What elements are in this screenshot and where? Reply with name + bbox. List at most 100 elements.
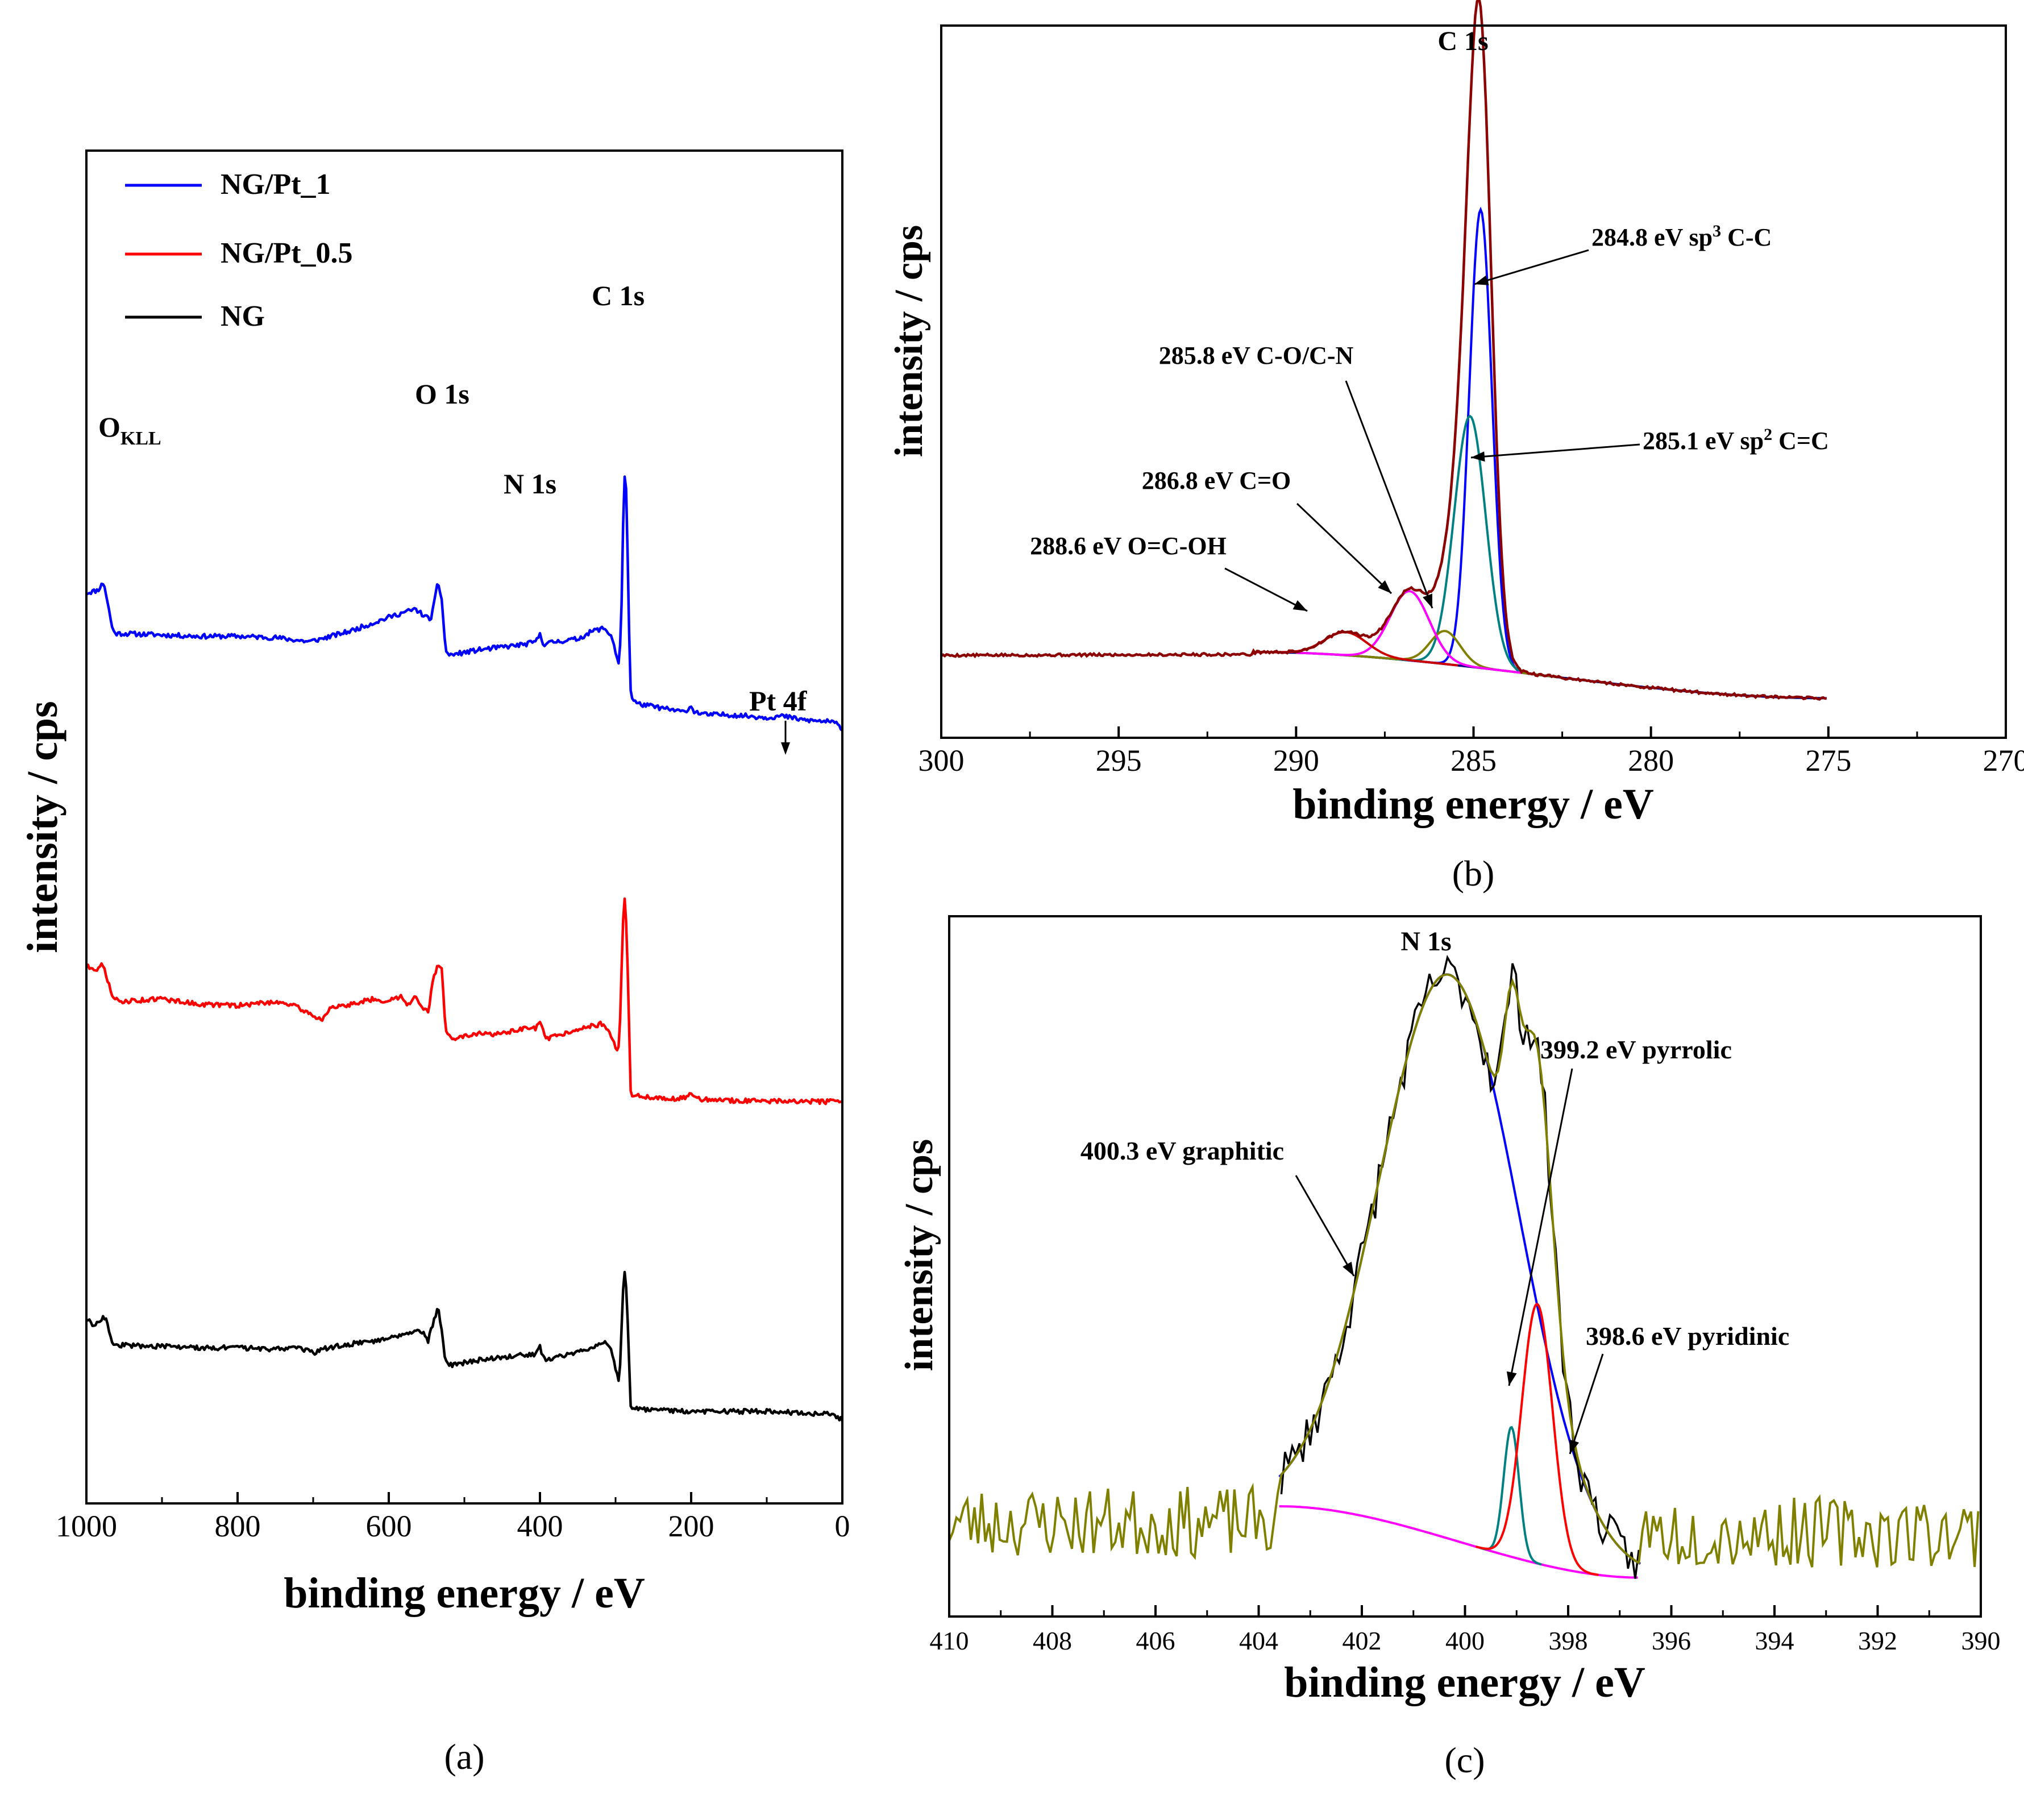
panel-b-ticks: 300 295 290 285 280 275 270 [919, 726, 2024, 778]
c1s-annotation-text: 288.6 eV O=C-OH [1030, 532, 1227, 560]
panel-b-x-tick-label: 275 [1805, 743, 1851, 778]
panel-b: 300 295 290 285 280 275 270 284.8 eV sp3 C-C28… [887, 0, 2024, 894]
panel-c-x-tick-label: 410 [930, 1626, 969, 1655]
c1s-annotation-text: C=C [1772, 427, 1829, 455]
panel-b-xlabel: binding energy / eV [1292, 780, 1654, 828]
panel-b-series-layer [940, 0, 1827, 701]
annotation-pt4f-arrow-head [781, 742, 790, 755]
panel-b-x-tick-label: 295 [1096, 743, 1142, 778]
panel-c-series-layer [948, 954, 1980, 1579]
c1s-envelope-line [940, 0, 1827, 701]
c1s-annotation-text: 285.8 eV C-O/C-N [1159, 342, 1354, 369]
c1s-annotation-arrow-head [1378, 580, 1391, 593]
n1s-annotation-arrow [1508, 1068, 1573, 1386]
survey-line-ng-pt-1 [86, 475, 843, 732]
survey-line-ng [86, 1270, 844, 1422]
c1s-annotation-arrow-head [1474, 275, 1489, 285]
c1s-annotation-label: 286.8 eV C=O [1142, 467, 1291, 495]
n1s-raw-data-line [1280, 954, 1640, 1579]
annotation-o1s: O 1s [415, 378, 469, 410]
c1s-annotation-text: 285.1 eV sp [1643, 427, 1764, 455]
panel-a-label: (a) [444, 1736, 484, 1777]
n1s-envelope-line [948, 973, 1980, 1568]
panel-a-ticks: 1000 800 600 400 200 0 [56, 1492, 850, 1543]
n1s-annotation-label: 399.2 eV pyrrolic [1540, 1035, 1732, 1064]
annotation-okll-sub: KLL [120, 428, 161, 449]
panel-b-annotations: 284.8 eV sp3 C-C 285.8 eV C-O/C-N 285.1 eV… [1030, 222, 1829, 612]
panel-a-x-tick-label: 200 [668, 1509, 714, 1543]
panel-a-ylabel: intensity / cps [19, 701, 67, 953]
c1s-annotation-label: 288.6 eV O=C-OH [1030, 532, 1227, 560]
panel-c-xlabel: binding energy / eV [1284, 1659, 1645, 1706]
legend-label-ng: NG [221, 300, 265, 333]
panel-c-x-tick-label: 394 [1755, 1626, 1794, 1655]
c1s-annotation-text: 286.8 eV C=O [1142, 467, 1291, 495]
c1s-annotation-arrow [1470, 443, 1640, 459]
survey-line-ng-pt-0-5 [85, 897, 843, 1106]
c1s-annotation-text: 284.8 eV sp [1591, 223, 1713, 251]
panel-c-x-tick-label: 408 [1033, 1626, 1072, 1655]
c1s-annotation-superscript: 3 [1713, 222, 1721, 240]
n1s-annotation-arrow [1569, 1353, 1604, 1455]
c1s-annotation-superscript: 2 [1764, 425, 1772, 444]
annotation-n1s: N 1s [504, 468, 556, 500]
c1s-annotation-label: 284.8 eV sp3 C-C [1591, 222, 1772, 251]
c1s-annotation-label: 285.1 eV sp2 C=C [1643, 425, 1829, 455]
panel-a-x-tick-label: 600 [366, 1509, 412, 1543]
annotation-c1s: C 1s [592, 280, 645, 311]
n1s-annotation-label: 398.6 eV pyridinic [1586, 1322, 1789, 1351]
panel-c-ticks: 410 408 406 404 402 400 398 396 394 392 390 [930, 1605, 2001, 1655]
c1s-annotation-arrow [1224, 567, 1308, 612]
panel-a-x-tick-label: 800 [215, 1509, 261, 1543]
panel-b-label: (b) [1452, 853, 1495, 894]
panel-a: 1000 800 600 400 200 0 NG/Pt_1 NG/Pt_0.5 NG O… [19, 149, 850, 1777]
n1s-annotation-arrow [1295, 1175, 1355, 1277]
panel-c-x-tick-label: 406 [1136, 1626, 1175, 1655]
panel-c-x-tick-label: 404 [1239, 1626, 1278, 1655]
annotation-okll: OKLL [98, 411, 161, 449]
n1s-annotation-arrow-head [1506, 1371, 1517, 1386]
panel-c-ylabel: intensity / cps [897, 1139, 941, 1371]
panel-a-xlabel: binding energy / eV [284, 1569, 645, 1617]
c1s-annotation-arrow [1296, 502, 1393, 595]
panel-b-title: C 1s [1437, 26, 1488, 56]
panel-c-x-tick-label: 402 [1343, 1626, 1382, 1655]
panel-a-x-tick-label: 1000 [56, 1509, 117, 1543]
panel-a-legend: NG/Pt_1 NG/Pt_0.5 NG [125, 168, 353, 333]
c1s-annotation-text: C-C [1721, 223, 1772, 251]
annotation-pt4f: Pt 4f [749, 685, 808, 717]
c1s-annotation-label: 285.8 eV C-O/C-N [1159, 342, 1354, 369]
n1s-annotation-arrow-head [1343, 1261, 1354, 1276]
panel-c-annotations: 400.3 eV graphitic 399.2 eV pyrrolic 398.6… [1080, 1035, 1789, 1455]
panel-b-x-tick-label: 300 [919, 743, 965, 778]
panel-b-x-tick-label: 290 [1273, 743, 1319, 778]
panel-c-x-tick-label: 396 [1652, 1626, 1691, 1655]
annotation-okll-main: O [98, 411, 120, 443]
panel-a-series-layer [85, 475, 844, 1422]
c1s-component-286-8 [1296, 590, 1522, 674]
panel-b-ylabel: intensity / cps [887, 225, 931, 457]
panel-a-x-tick-label: 0 [835, 1509, 850, 1543]
panel-c-label: (c) [1444, 1740, 1485, 1780]
n1s-annotation-label: 400.3 eV graphitic [1080, 1136, 1284, 1165]
panel-a-x-tick-label: 400 [517, 1509, 563, 1543]
panel-c-x-tick-label: 390 [1961, 1626, 2001, 1655]
panel-b-x-tick-label: 280 [1628, 743, 1674, 778]
c1s-annotation-arrow [1474, 249, 1589, 285]
c1s-annotation-arrow [1345, 380, 1433, 609]
n1s-background-line [1279, 1505, 1638, 1579]
panel-b-x-tick-label: 285 [1451, 743, 1497, 778]
c1s-annotation-arrow-head [1292, 600, 1307, 611]
legend-label-ng-pt-1: NG/Pt_1 [221, 168, 331, 201]
n1s-component-398-6 [1476, 1303, 1599, 1576]
panel-c-x-tick-label: 392 [1858, 1626, 1897, 1655]
panel-c: 410 408 406 404 402 400 398 396 394 392 390 400.3 … [897, 915, 2001, 1780]
panel-c-x-tick-label: 400 [1445, 1626, 1485, 1655]
legend-label-ng-pt-0-5: NG/Pt_0.5 [221, 237, 353, 269]
panel-c-x-tick-label: 398 [1549, 1626, 1588, 1655]
c1s-annotation-arrow-head [1423, 593, 1432, 608]
n1s-annotation-arrow-head [1569, 1439, 1580, 1454]
c1s-annotation-arrow-head [1471, 451, 1485, 462]
panel-c-title: N 1s [1400, 926, 1451, 957]
